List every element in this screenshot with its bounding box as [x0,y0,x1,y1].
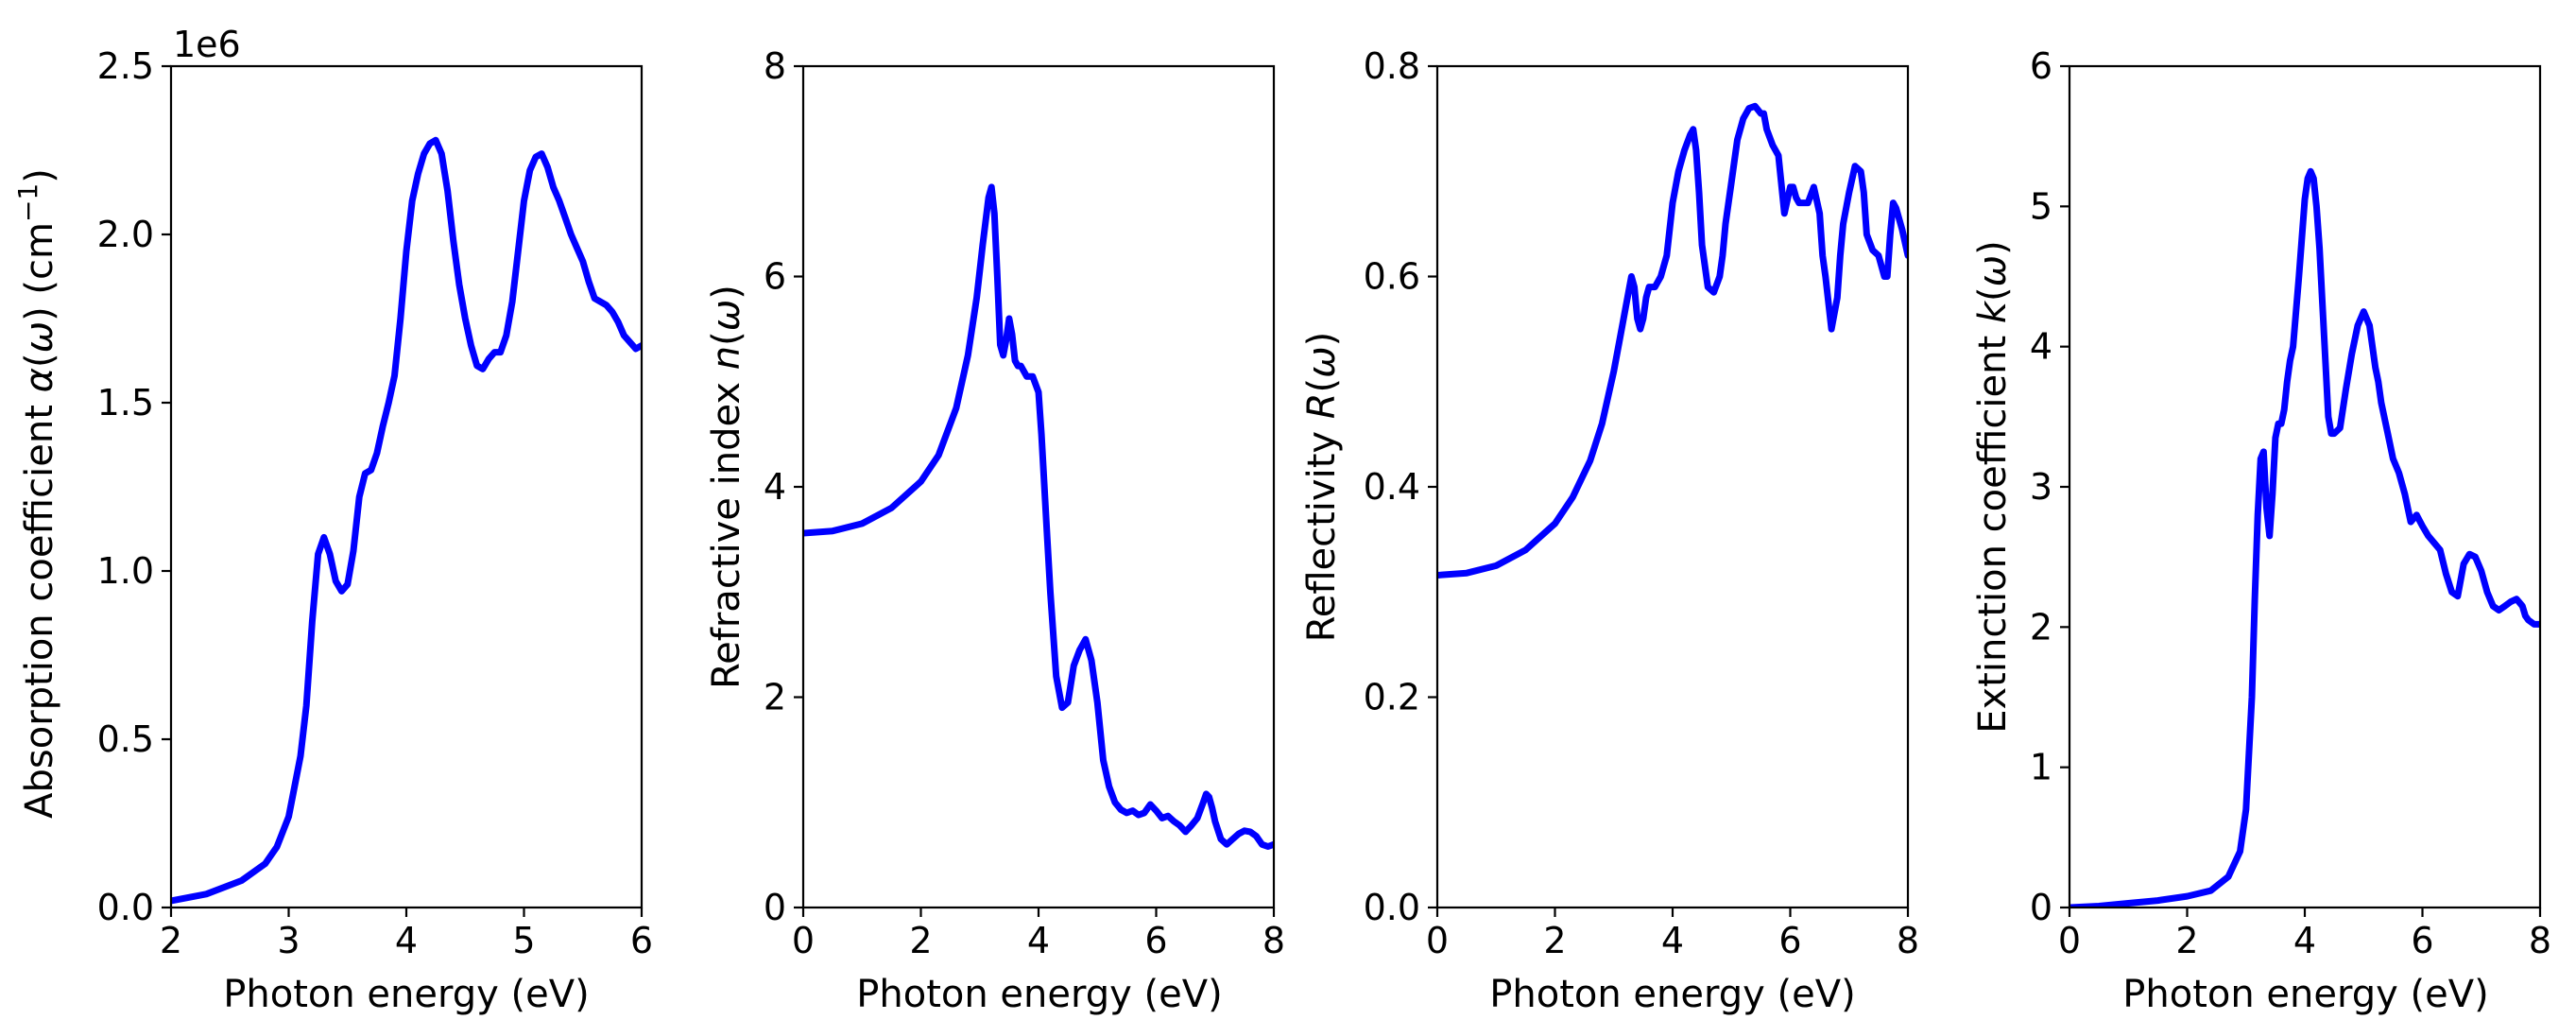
y-tick-label: 6 [2030,45,2052,87]
x-tick-label: 4 [1661,920,1684,961]
y-tick-label: 1.0 [97,550,154,592]
x-tick-label: 8 [1897,920,1919,961]
plot-area-reflectivity: 0 2 4 6 8 0.0 0.2 0.4 0.6 0.8 [1364,45,1920,961]
y-tick-label: 2.5 [97,45,154,87]
x-tick-label: 0 [792,920,815,961]
ylabel-part-1: Extinction coefficient [1971,323,2015,734]
x-tick-label: 6 [1778,920,1801,961]
ylabel-reflectivity: Reflectivity R(ω) [1300,332,1344,643]
ylabel-part-3: ( [1300,378,1344,393]
ylabel-group: Reflectivity R(ω) [1300,332,1344,643]
ylabel-symbol-omega: ω [1971,255,2015,287]
y-tick-label: 0.0 [1364,887,1420,928]
ylabel-part-5: ) [705,285,748,300]
ylabel-symbol-omega: ω [1300,346,1344,378]
ylabel-symbol-R: R [1300,392,1344,419]
y-tick-label: 0.2 [1364,677,1420,718]
ylabel-part-1: Absorption coefficient [18,392,61,818]
xlabel-absorption: Photon energy (eV) [223,973,589,1016]
x-tick-label: 2 [1543,920,1566,961]
panel-refractive-index: Refractive index n(ω) 0 2 4 6 8 0 2 4 6 8 Photon … [705,45,1285,1016]
panel-extinction: Extinction coefficient k(ω) 0 2 4 6 8 0 1 2 3 4 5 6… [1971,45,2551,1016]
ylabel-group: Refractive index n(ω) [705,285,748,689]
ylabel-part-5: ) [1300,332,1344,347]
ylabel-refractive-index: Refractive index n(ω) [705,285,748,689]
ylabel-absorption: Absorption coefficient α(ω) (cm−1) [12,168,61,819]
y-tick-label: 1 [2030,747,2052,788]
x-tick-label: 8 [1262,920,1285,961]
x-tick-label: 6 [1144,920,1167,961]
y-tick-label: 4 [764,466,786,508]
y-tick-label: 0.0 [97,887,154,928]
y-tick-label: 2.0 [97,214,154,255]
series-line-R [1437,102,1908,579]
y-tick-label: 0.4 [1364,466,1420,508]
ylabel-part-1: Refractive index [705,370,748,689]
ylabel-symbol-alpha: α [18,368,61,392]
y-tick-label: 5 [2030,185,2052,227]
x-tick-label: 5 [512,920,535,961]
y-tick-label: 1.5 [97,382,154,424]
xlabel-reflectivity: Photon energy (eV) [1489,973,1855,1016]
ylabel-group: Extinction coefficient k(ω) [1971,240,2015,734]
ylabel-part-5: ) (cm [18,222,61,321]
y-tick-label: 6 [764,256,786,298]
x-tick-label: 8 [2529,920,2551,961]
ylabel-symbol-n: n [705,346,748,370]
y-tick-label: 0.6 [1364,256,1420,298]
axes-frame [169,64,644,909]
x-tick-label: 2 [909,920,932,961]
y-tick-label: 3 [2030,466,2052,508]
y-tick-label: 8 [764,45,786,87]
y-tick-label: 2 [764,677,786,718]
plot-area-absorption: 2 3 4 5 6 0.0 0.5 1.0 1.5 2.0 2.5 [97,45,654,961]
panel-reflectivity: Reflectivity R(ω) 0 2 4 6 8 0.0 0.2 0.4 0.6 0.8 P… [1300,45,1919,1016]
plot-area-refractive-index: 0 2 4 6 8 0 2 4 6 8 [764,45,1285,961]
y-tick-label: 0 [2030,887,2052,928]
x-tick-label: 2 [160,920,182,961]
ylabel-part-7: ) [18,168,61,183]
ylabel-symbol-k: k [1971,300,2015,323]
x-tick-label: 4 [1027,920,1050,961]
xlabel-extinction: Photon energy (eV) [2122,973,2488,1016]
ylabel-extinction: Extinction coefficient k(ω) [1971,240,2015,734]
ylabel-part-3: ( [705,331,748,346]
y-tick-label: 0 [764,887,786,928]
y-tick-label: 2 [2030,606,2052,648]
ylabel-superscript: −1 [12,183,43,222]
offset-text-absorption: 1e6 [173,24,241,65]
x-tick-label: 4 [395,920,418,961]
ylabel-part-5: ) [1971,240,2015,255]
ylabel-part-3: ( [18,353,61,368]
series-line-alpha [171,136,642,905]
ylabel-symbol-omega: ω [705,300,748,332]
y-tick-label: 0.5 [97,718,154,760]
panel-absorption: Absorption coefficient α(ω) (cm−1) 1e6 2… [12,24,653,1016]
series-line-n [803,183,1274,850]
series-line-k [2069,167,2540,908]
x-tick-label: 6 [630,920,653,961]
x-tick-label: 0 [2058,920,2081,961]
x-tick-label: 4 [2293,920,2316,961]
x-tick-label: 3 [277,920,300,961]
x-tick-label: 2 [2175,920,2198,961]
ylabel-part-1: Reflectivity [1300,419,1344,642]
ylabel-part-3: ( [1971,286,2015,302]
y-tick-label: 0.8 [1364,45,1420,87]
x-tick-label: 0 [1426,920,1449,961]
xlabel-refractive-index: Photon energy (eV) [856,973,1222,1016]
plot-area-extinction: 0 2 4 6 8 0 1 2 3 4 5 6 [2030,45,2551,961]
axes-frame [801,64,1276,909]
ylabel-symbol-omega: ω [18,321,61,354]
x-tick-label: 6 [2411,920,2433,961]
ylabel-group: Absorption coefficient α(ω) (cm−1) [12,168,61,819]
y-tick-label: 4 [2030,326,2052,368]
